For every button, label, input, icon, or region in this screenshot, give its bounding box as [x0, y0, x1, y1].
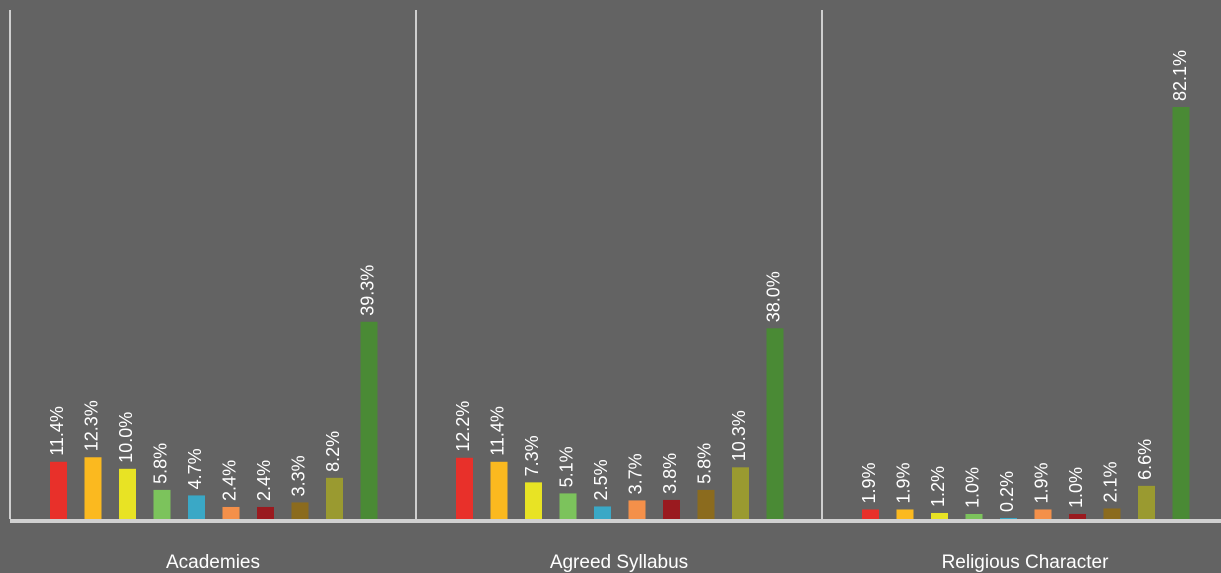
data-label: 1.0% [1066, 467, 1086, 508]
x-tick-label: Agreed Syllabus [550, 552, 688, 573]
data-label: 39.3% [358, 265, 378, 316]
x-tick-label: Academies [166, 552, 260, 573]
baseline [10, 519, 1221, 523]
bar [1103, 508, 1121, 519]
data-label: 11.4% [47, 406, 67, 456]
bar [525, 482, 542, 519]
data-label: 1.9% [859, 462, 879, 503]
bar [1034, 509, 1052, 519]
bar [1172, 107, 1190, 519]
bar [594, 506, 611, 519]
bar [222, 506, 240, 519]
bar [119, 468, 136, 519]
bar [490, 461, 508, 519]
bar [628, 500, 646, 519]
bar [862, 509, 879, 519]
data-label: 38.0% [764, 271, 784, 322]
data-label: 2.4% [220, 460, 240, 501]
data-label: 7.3% [522, 435, 542, 476]
bar [896, 509, 914, 519]
bar [456, 457, 473, 519]
bar [291, 502, 309, 519]
data-label: 12.2% [453, 401, 473, 452]
data-label: 3.7% [626, 453, 646, 494]
data-label: 1.2% [928, 466, 948, 507]
bar [360, 321, 378, 519]
data-label: 11.4% [488, 406, 508, 456]
bar [153, 489, 171, 519]
data-label: 0.2% [997, 471, 1017, 512]
data-label: 1.9% [1032, 462, 1052, 503]
bar [1138, 485, 1155, 519]
bar [965, 513, 983, 519]
bar [1069, 513, 1086, 519]
data-label: 10.3% [729, 410, 749, 461]
bar [188, 495, 205, 519]
bar [663, 499, 680, 519]
data-label: 2.5% [591, 459, 611, 500]
data-label: 5.1% [557, 446, 577, 487]
data-label: 5.8% [151, 443, 171, 484]
data-label: 8.2% [323, 431, 343, 472]
data-label: 5.8% [695, 443, 715, 484]
bar [697, 489, 715, 519]
bar [326, 477, 343, 519]
bar [559, 493, 577, 519]
bar [257, 506, 274, 519]
bar [766, 328, 784, 519]
data-label: 82.1% [1170, 50, 1190, 101]
data-label: 6.6% [1135, 439, 1155, 480]
data-label: 1.9% [894, 462, 914, 503]
data-label: 12.3% [82, 400, 102, 451]
data-label: 3.8% [660, 453, 680, 494]
data-label: 3.3% [289, 455, 309, 496]
bar [732, 467, 749, 519]
data-label: 4.7% [185, 448, 205, 489]
bar [84, 457, 102, 519]
data-label: 10.0% [116, 412, 136, 463]
data-label: 1.0% [963, 467, 983, 508]
data-label: 2.1% [1101, 461, 1121, 502]
x-tick-label: Religious Character [942, 552, 1110, 573]
bar [50, 461, 67, 519]
bar [931, 512, 948, 519]
data-label: 2.4% [254, 460, 274, 501]
bar [1000, 517, 1017, 519]
